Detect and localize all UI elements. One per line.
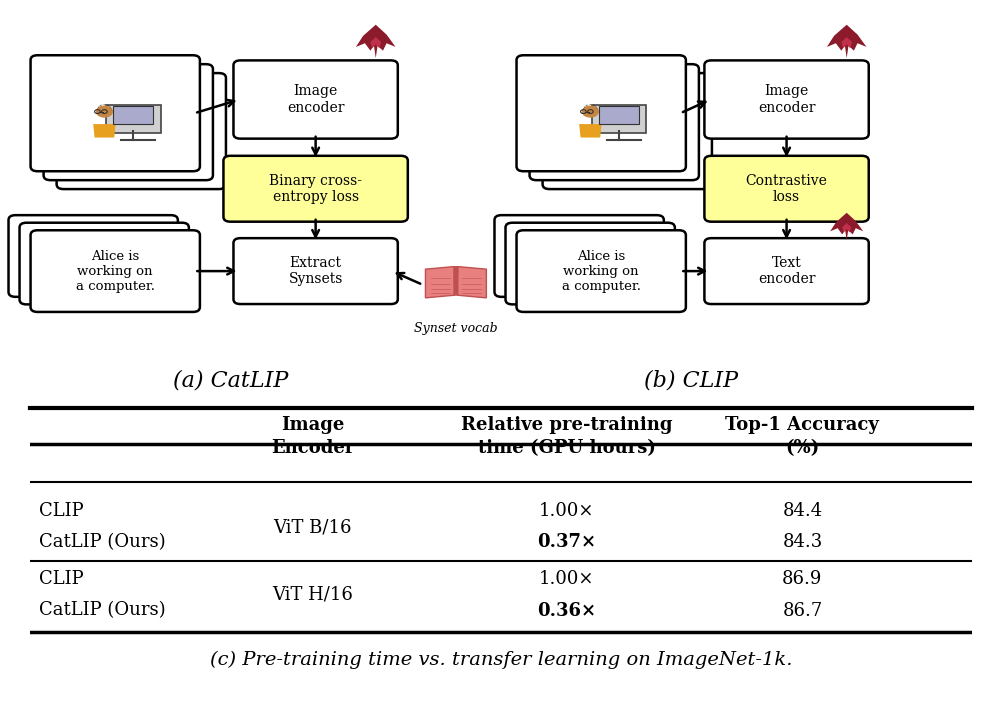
Text: 0.37×: 0.37× <box>537 533 596 551</box>
Text: Synset vocab: Synset vocab <box>414 322 498 334</box>
Text: Extract
Synsets: Extract Synsets <box>289 256 343 286</box>
FancyBboxPatch shape <box>30 55 199 171</box>
FancyBboxPatch shape <box>106 105 160 133</box>
FancyBboxPatch shape <box>494 215 663 297</box>
Text: CLIP: CLIP <box>39 502 84 520</box>
FancyBboxPatch shape <box>113 106 153 124</box>
Text: Contrastive
loss: Contrastive loss <box>745 174 828 204</box>
Text: Relative pre-training
time (GPU hours): Relative pre-training time (GPU hours) <box>461 417 672 457</box>
Text: 86.7: 86.7 <box>783 601 823 620</box>
Polygon shape <box>579 124 601 138</box>
FancyBboxPatch shape <box>233 60 398 138</box>
Text: (b) CLIP: (b) CLIP <box>644 370 738 392</box>
Text: 84.4: 84.4 <box>783 502 823 520</box>
Polygon shape <box>827 25 867 58</box>
Polygon shape <box>96 104 112 111</box>
Text: Alice is
working on
a computer.: Alice is working on a computer. <box>76 250 154 293</box>
FancyBboxPatch shape <box>517 230 685 312</box>
Circle shape <box>582 106 598 117</box>
FancyBboxPatch shape <box>30 230 199 312</box>
Polygon shape <box>458 266 486 298</box>
FancyBboxPatch shape <box>529 64 698 180</box>
Text: (a) CatLIP: (a) CatLIP <box>172 370 289 392</box>
Polygon shape <box>426 266 454 298</box>
Text: CatLIP (Ours): CatLIP (Ours) <box>39 601 166 620</box>
Polygon shape <box>454 266 458 296</box>
Polygon shape <box>371 37 381 48</box>
Text: CatLIP (Ours): CatLIP (Ours) <box>39 533 166 551</box>
Text: Image
Encoder: Image Encoder <box>271 417 355 457</box>
FancyBboxPatch shape <box>592 105 646 133</box>
Text: (c) Pre-training time vs. transfer learning on ImageNet-1k.: (c) Pre-training time vs. transfer learn… <box>209 650 793 669</box>
FancyBboxPatch shape <box>517 55 685 171</box>
FancyBboxPatch shape <box>19 223 188 305</box>
FancyBboxPatch shape <box>223 155 408 222</box>
FancyBboxPatch shape <box>43 64 212 180</box>
Text: ViT H/16: ViT H/16 <box>273 585 353 603</box>
FancyBboxPatch shape <box>8 215 177 297</box>
Polygon shape <box>356 25 396 58</box>
FancyBboxPatch shape <box>542 73 711 189</box>
FancyBboxPatch shape <box>505 223 674 305</box>
FancyBboxPatch shape <box>233 238 398 304</box>
FancyBboxPatch shape <box>704 60 869 138</box>
Polygon shape <box>582 104 598 111</box>
Text: Binary cross-
entropy loss: Binary cross- entropy loss <box>270 174 362 204</box>
Text: Text
encoder: Text encoder <box>758 256 816 286</box>
Text: 0.36×: 0.36× <box>537 601 596 620</box>
Text: Image
encoder: Image encoder <box>758 84 816 114</box>
Text: 86.9: 86.9 <box>783 570 823 588</box>
Text: Top-1 Accuracy
(%): Top-1 Accuracy (%) <box>725 417 880 457</box>
FancyBboxPatch shape <box>56 73 225 189</box>
Circle shape <box>96 106 112 117</box>
Text: 1.00×: 1.00× <box>539 570 594 588</box>
FancyBboxPatch shape <box>599 106 639 124</box>
Text: 1.00×: 1.00× <box>539 502 594 520</box>
Text: Image
encoder: Image encoder <box>287 84 345 114</box>
Polygon shape <box>842 223 851 232</box>
Polygon shape <box>830 213 863 241</box>
Polygon shape <box>842 37 852 48</box>
Text: ViT B/16: ViT B/16 <box>274 518 352 536</box>
Text: CLIP: CLIP <box>39 570 84 588</box>
Text: 84.3: 84.3 <box>783 533 823 551</box>
Text: Alice is
working on
a computer.: Alice is working on a computer. <box>562 250 640 293</box>
FancyBboxPatch shape <box>704 155 869 222</box>
FancyBboxPatch shape <box>704 238 869 304</box>
Polygon shape <box>93 124 115 138</box>
